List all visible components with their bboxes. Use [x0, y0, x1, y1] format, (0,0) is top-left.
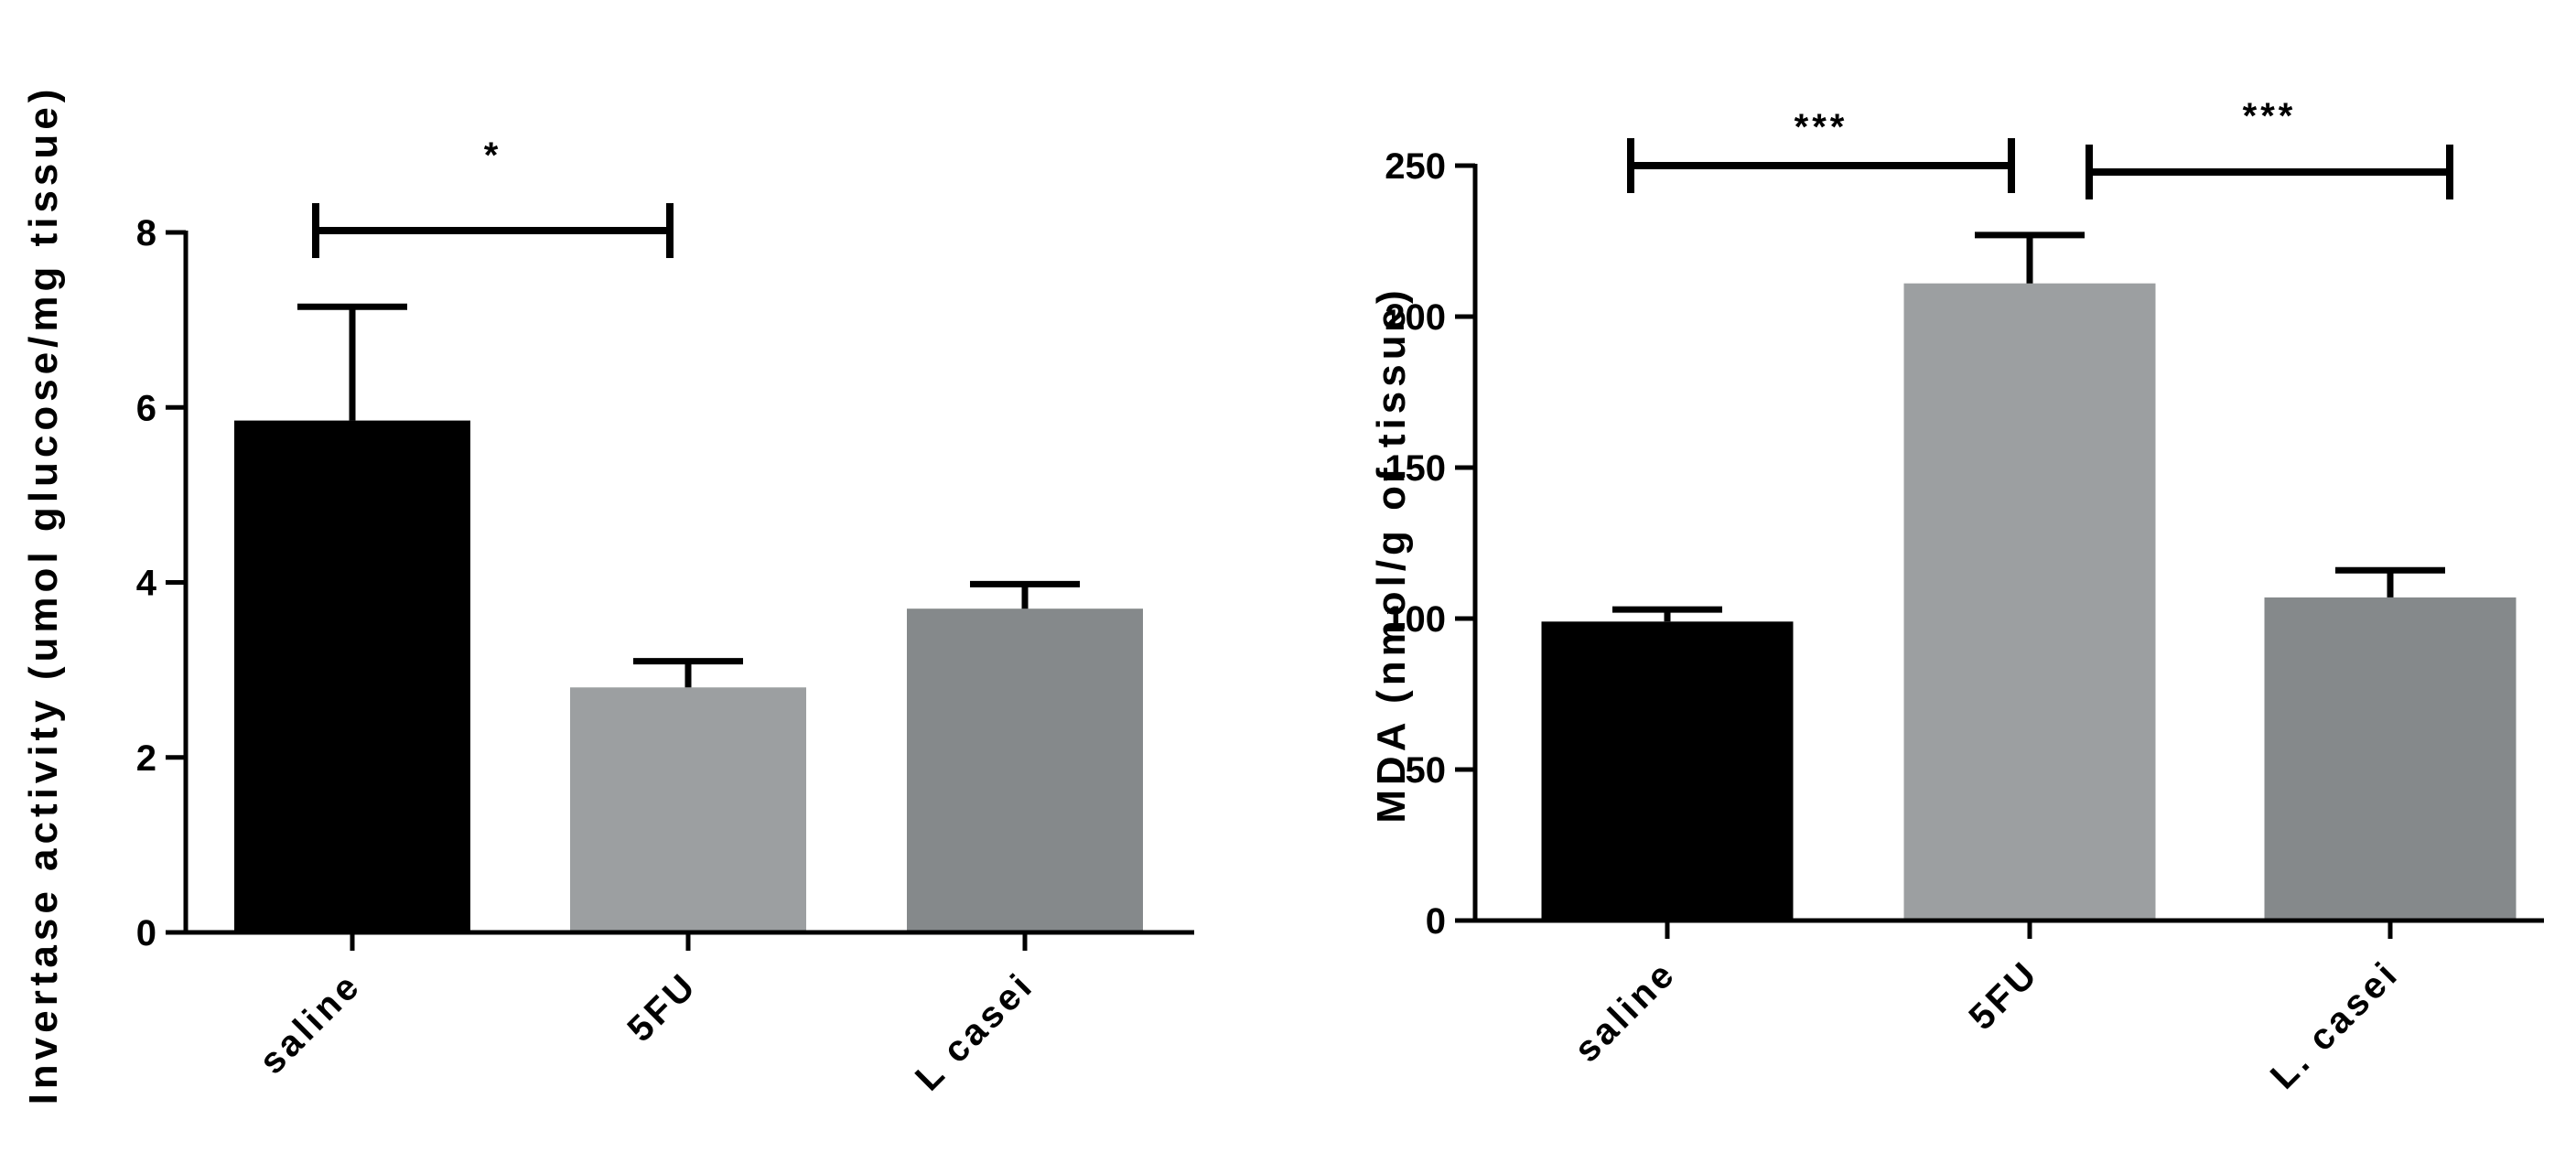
error-bar-2 — [970, 580, 1080, 609]
y-tick-label-1: 2 — [136, 738, 156, 779]
error-bar-1 — [633, 658, 743, 688]
significance-bracket-0 — [312, 203, 674, 258]
error-bar-0 — [1612, 606, 1722, 622]
bar-1 — [1903, 283, 2156, 921]
y-tick-label-2: 100 — [1385, 599, 1446, 640]
y-axis-label: Invertase activity (umol glucose/mg tiss… — [21, 85, 66, 1105]
y-tick-label-5: 250 — [1385, 146, 1446, 187]
error-bar-0 — [297, 303, 407, 421]
significance-bracket-1 — [2086, 145, 2453, 199]
error-bar-2 — [2335, 566, 2445, 598]
x-tick-label-2: L casei — [908, 964, 1041, 1098]
y-tick-label-0: 0 — [1426, 901, 1446, 942]
y-tick-label-4: 200 — [1385, 297, 1446, 338]
significance-label-0: * — [484, 135, 502, 176]
x-tick-label-0: saline — [252, 964, 369, 1082]
x-tick-label-1: 5FU — [1961, 953, 2046, 1038]
y-tick-label-2: 4 — [136, 564, 157, 604]
x-tick-label-2: L. casei — [2263, 953, 2408, 1097]
y-tick-label-3: 6 — [136, 388, 156, 428]
chart-invertase-activity: 0 2 4 6 8 saline 5FU L casei Invertase activity … — [21, 85, 1194, 1105]
chart-mda: 0 50 100 150 200 250 saline 5FU L. casei MDA (nmo… — [1369, 96, 2544, 1097]
significance-label-0: *** — [1795, 107, 1848, 147]
bar-0 — [1541, 621, 1794, 921]
bar-1 — [570, 687, 806, 932]
y-tick-label-0: 0 — [136, 913, 156, 953]
error-bar-1 — [1975, 232, 2085, 284]
y-axis-label: MDA (nmol/g of tissue) — [1369, 285, 1414, 823]
significance-bracket-0 — [1627, 138, 2015, 193]
x-tick-label-0: saline — [1567, 953, 1684, 1070]
significance-label-1: *** — [2243, 96, 2297, 136]
bar-2 — [907, 608, 1143, 932]
bar-0 — [234, 420, 470, 932]
y-tick-label-4: 8 — [136, 213, 156, 253]
y-tick-label-3: 150 — [1385, 448, 1446, 489]
bar-2 — [2264, 597, 2517, 921]
x-tick-label-1: 5FU — [620, 964, 705, 1050]
y-tick-label-1: 50 — [1406, 750, 1447, 791]
